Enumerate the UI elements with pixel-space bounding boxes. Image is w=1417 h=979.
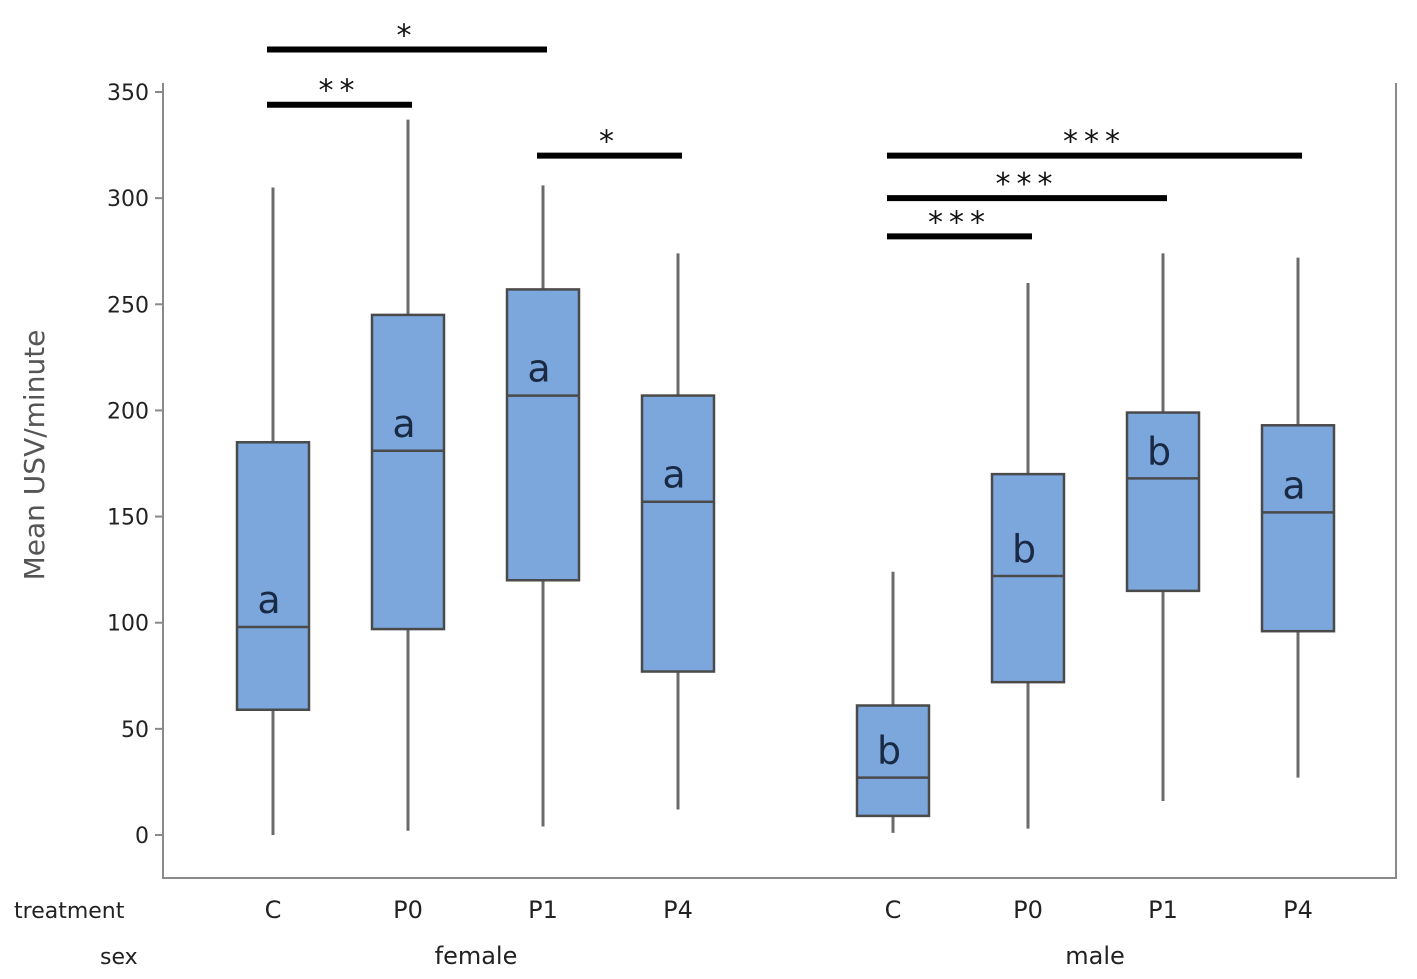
treatment-label: P1 [528,896,558,924]
sex-row-label: sex [100,945,138,970]
box-male-C: b [855,571,931,833]
y-tick-label: 0 [135,824,149,849]
y-tick-label: 50 [121,718,149,743]
boxes: a a a a b b b a [235,119,1336,835]
significance-stars: *** [996,167,1059,202]
significance-letter: a [527,347,550,391]
significance-letter: a [392,402,415,446]
iqr-box [855,704,931,818]
sex-label: male [1065,942,1125,970]
box-female-P4: a [640,253,716,810]
box-male-P4: a [1260,257,1336,778]
significance-letter: b [1147,429,1171,473]
box-female-P1: a [505,185,581,827]
treatment-row-label: treatment [14,899,125,924]
plot-frame [162,83,1397,879]
y-axis: 0 50 100 150 200 250 300 350 [107,81,163,849]
y-tick-label: 200 [107,399,149,424]
treatment-label: P0 [393,896,423,924]
significance-letter: a [662,453,685,497]
iqr-box [505,288,581,582]
significance-letter: a [1282,463,1305,507]
box-male-P1: b [1125,253,1201,802]
significance-stars: * [599,125,620,160]
y-tick-label: 150 [107,506,149,531]
x-axis-labels: C P0 P1 P4 female C P0 P1 P4 male [265,896,1313,970]
significance-stars: *** [928,205,991,240]
significance-stars: * [397,19,418,54]
iqr-box [640,394,716,673]
box-female-P0: a [370,119,446,831]
iqr-box [990,472,1066,684]
plot-border [162,83,1397,879]
significance-letter: b [1012,527,1036,571]
iqr-box [370,313,446,631]
box-female-C: a [235,187,311,835]
box-male-P0: b [990,283,1066,829]
y-axis-label: Mean USV/minute [18,330,51,581]
iqr-box [1260,424,1336,633]
significance-stars: *** [1063,125,1126,160]
treatment-label: P4 [1283,896,1313,924]
significance-letter: a [257,578,280,622]
significance-stars: ** [319,74,361,109]
significance-brackets: **** ********* [267,19,1302,240]
iqr-box [235,441,311,712]
y-tick-label: 350 [107,81,149,106]
significance-letter: b [877,729,901,773]
treatment-label: C [885,896,902,924]
treatment-label: P0 [1013,896,1043,924]
treatment-label: P4 [663,896,693,924]
y-tick-label: 250 [107,293,149,318]
treatment-label: P1 [1148,896,1178,924]
iqr-box [1125,411,1201,593]
y-tick-label: 100 [107,612,149,637]
y-tick-label: 300 [107,187,149,212]
sex-label: female [435,942,518,970]
treatment-label: C [265,896,282,924]
